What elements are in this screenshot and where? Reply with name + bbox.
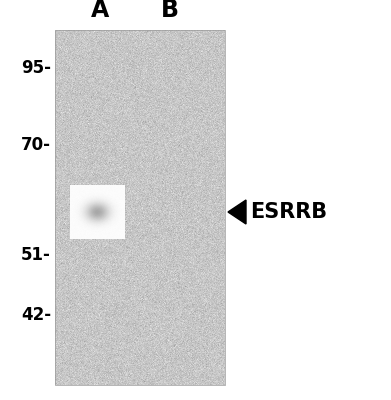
Polygon shape	[228, 200, 246, 224]
Text: A: A	[91, 0, 109, 22]
Bar	[55, 30, 225, 385]
Text: ESRRB: ESRRB	[250, 202, 327, 222]
Text: 70-: 70-	[21, 136, 51, 154]
Text: 42-: 42-	[21, 306, 51, 324]
Text: 95-: 95-	[21, 59, 51, 77]
Text: 51-: 51-	[21, 246, 51, 264]
Text: B: B	[161, 0, 179, 22]
